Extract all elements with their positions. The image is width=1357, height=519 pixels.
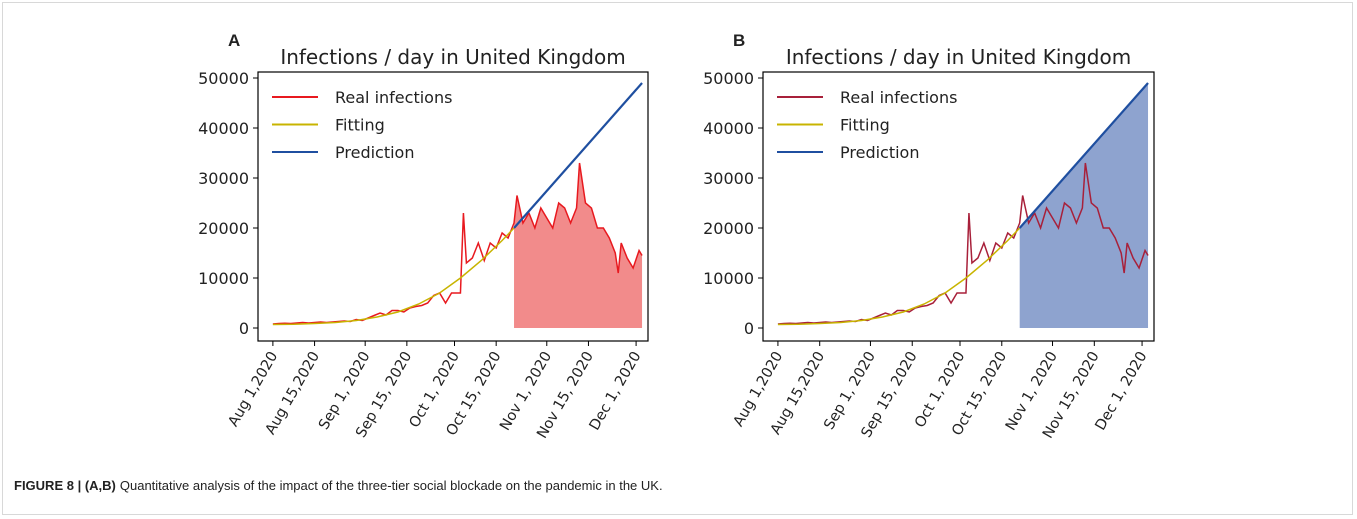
y-tick-label: 0 [239,319,249,338]
shaded-area [1019,83,1149,328]
y-tick-label: 0 [744,319,754,338]
panel-label: B [733,31,745,50]
legend-label: Prediction [335,143,414,162]
figure: A Infections / day in United Kingdom Real … [198,31,1155,441]
y-tick-label: 20000 [703,219,754,238]
chart-title: Infections / day in United Kingdom [786,45,1131,69]
y-tick-label: 20000 [198,219,249,238]
caption: FIGURE 8 | (A,B) Quantitative analysis of… [14,478,663,493]
y-tick-label: 10000 [198,269,249,288]
x-tick-label: Dec 1, 2020 [587,349,645,433]
series-line [777,227,1021,326]
series-line [272,227,515,326]
shaded-area [514,163,643,328]
y-tick-label: 40000 [703,119,754,138]
series-line [1018,82,1149,229]
y-tick-label: 40000 [198,119,249,138]
chart-title: Infections / day in United Kingdom [280,45,625,69]
y-tick-label: 10000 [703,269,754,288]
y-tick-label: 30000 [198,169,249,188]
y-tick-label: 30000 [703,169,754,188]
axes-frame [257,71,649,342]
axes-frame [762,71,1155,342]
legend-label: Real infections [840,88,957,107]
series-line [513,82,643,229]
x-tick-label: Dec 1, 2020 [1093,349,1151,433]
caption-label: FIGURE 8 | (A,B) [14,478,116,493]
legend-label: Fitting [840,116,890,135]
legend-label: Fitting [335,116,385,135]
y-tick-label: 50000 [703,69,754,88]
panel-label: A [228,31,240,50]
legend-label: Prediction [840,143,919,162]
legend-label: Real infections [335,88,452,107]
y-tick-label: 50000 [198,69,249,88]
caption-text: Quantitative analysis of the impact of t… [119,478,663,493]
